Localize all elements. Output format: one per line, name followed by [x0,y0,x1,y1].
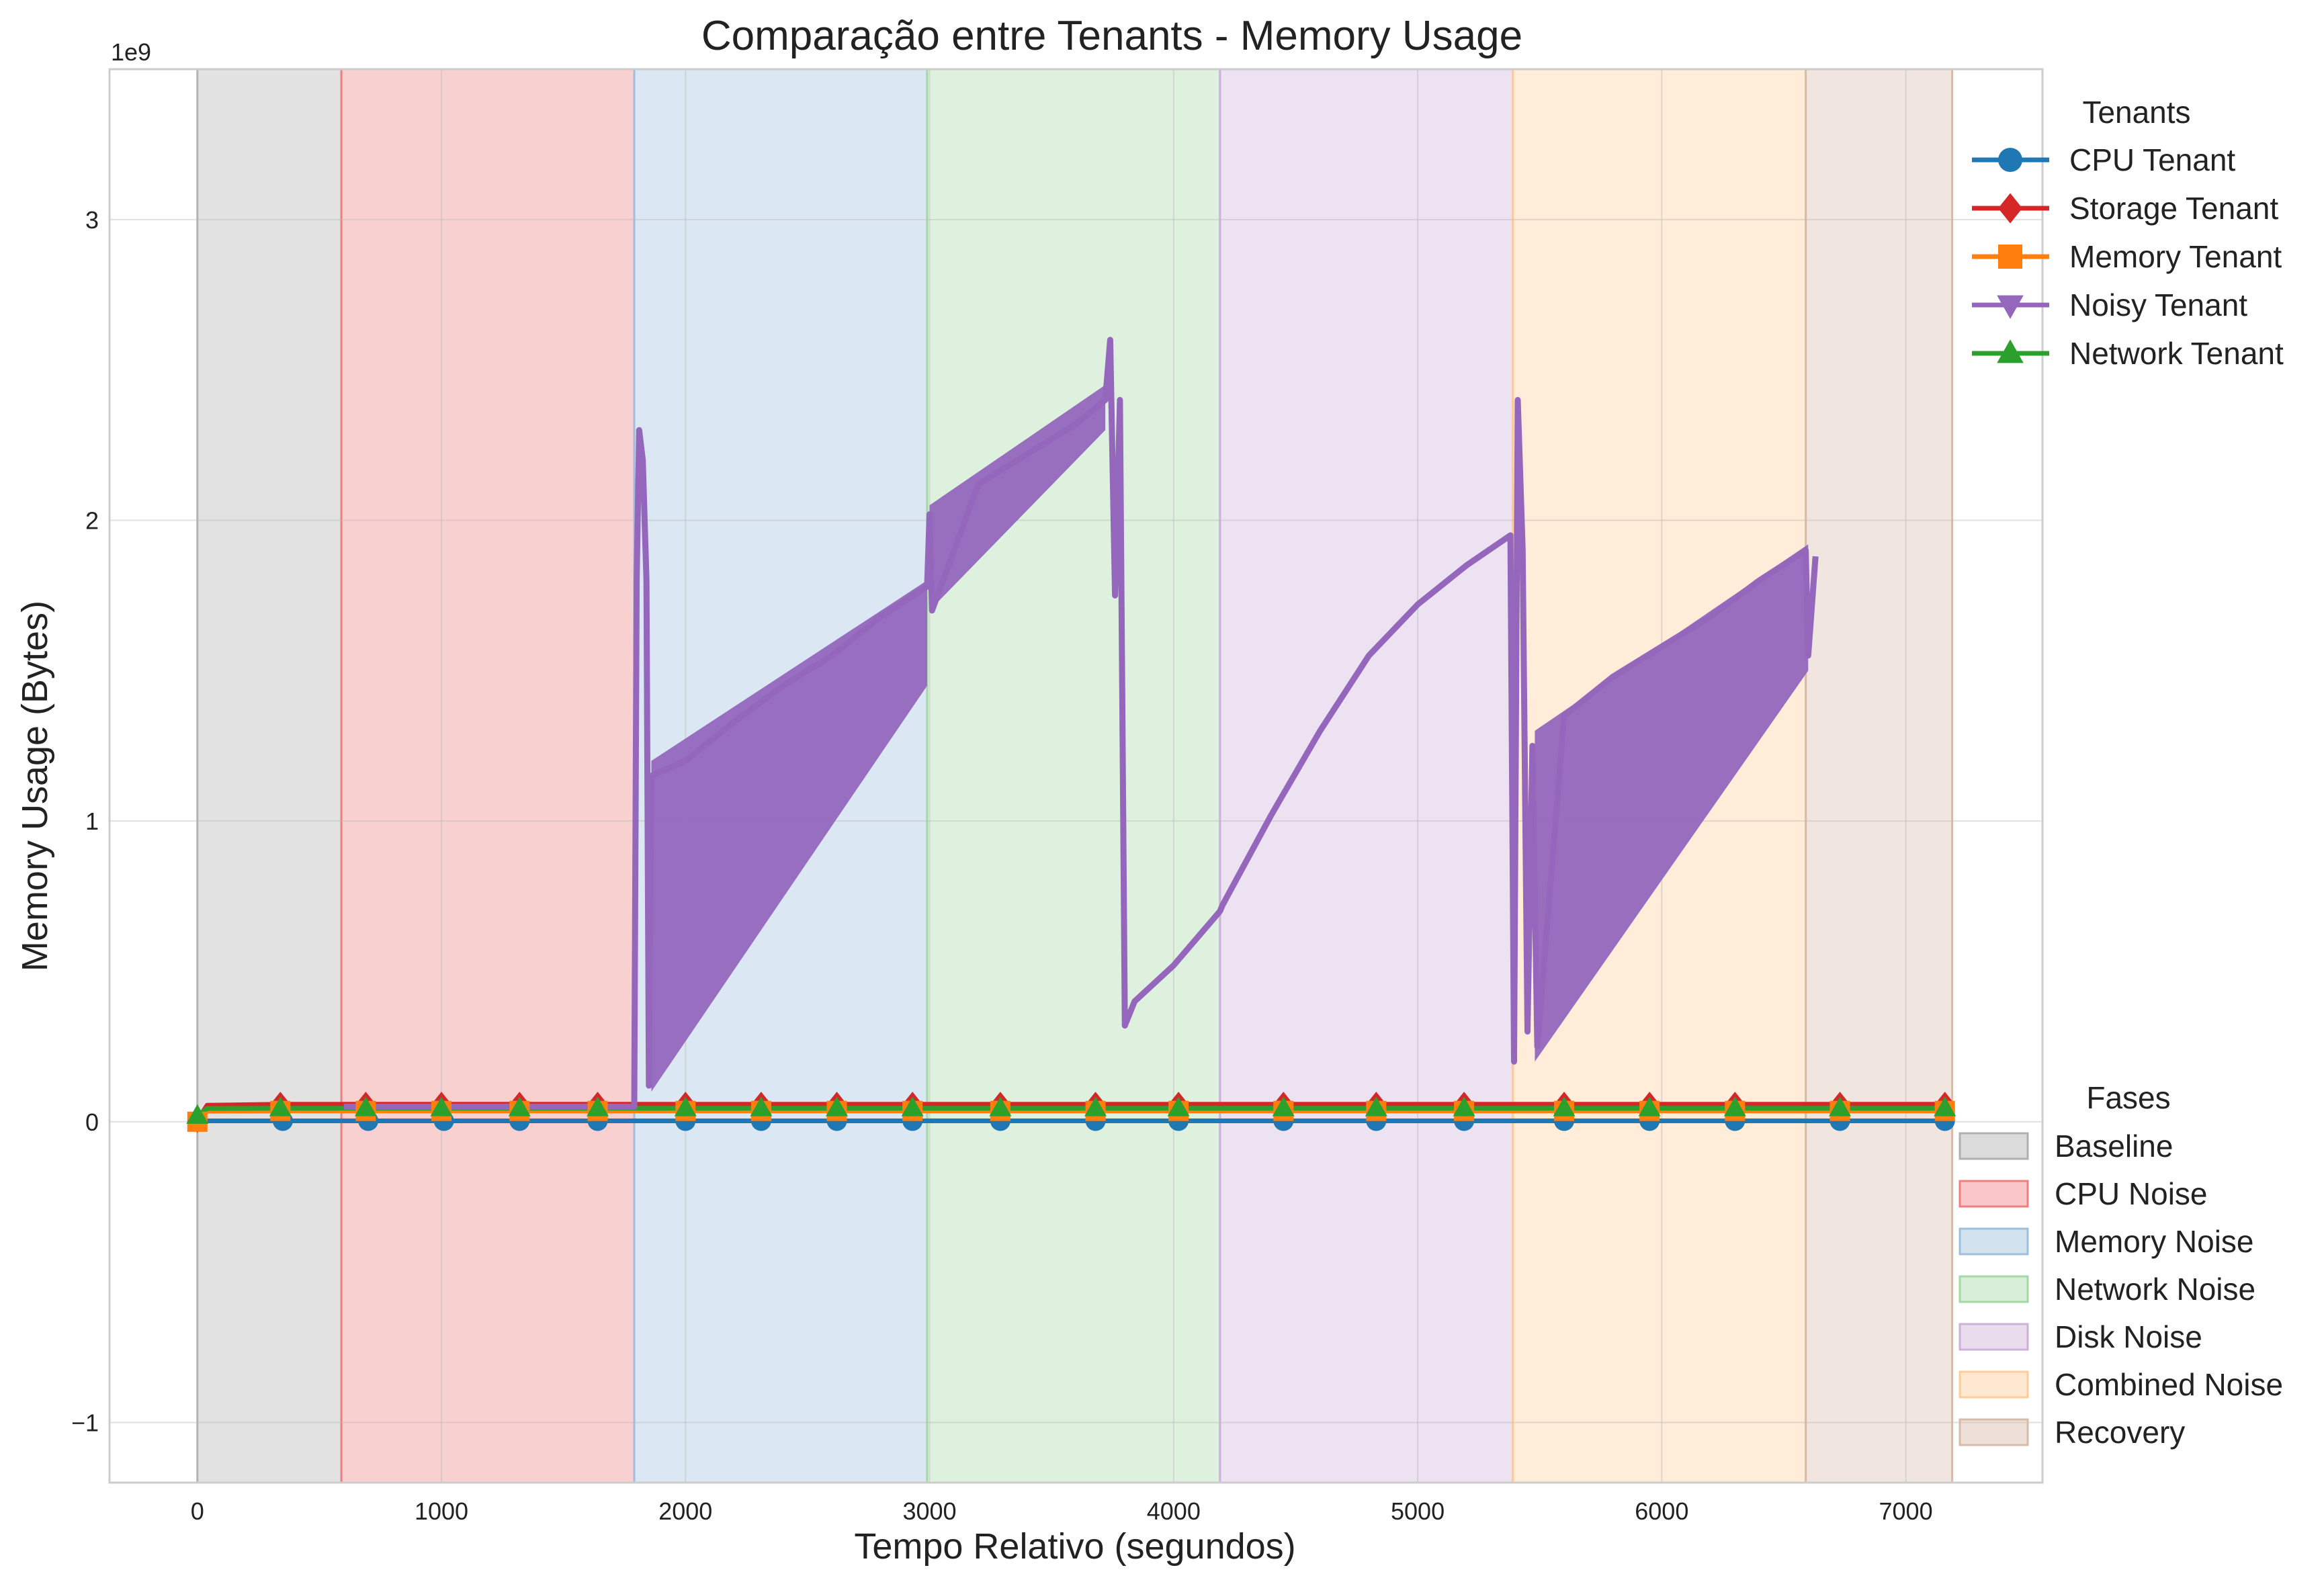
x-axis-ticks: 0 1000 2000 3000 4000 5000 6000 7000 [191,1497,1933,1525]
data-point-network-tenant [430,1096,453,1116]
noisy-oscillation-band-3 [1535,544,1809,1062]
legend-label-disk-noise: Disk Noise [2055,1319,2202,1354]
data-point-network-tenant [269,1096,292,1116]
y-tick-label: 2 [85,507,99,534]
legend-swatch-cpu-noise [1959,1180,2029,1208]
legend-label-combined-noise: Combined Noise [2055,1367,2283,1402]
data-point-network-tenant [1453,1096,1475,1116]
data-point-network-tenant [826,1096,849,1116]
data-point-network-tenant [1084,1096,1107,1116]
phases-legend-title: Fases [2086,1080,2170,1115]
legend-marker-memory-tenant [1998,245,2022,269]
legend-label-network-noise: Network Noise [2055,1272,2255,1307]
legend-swatch-memory-noise [1959,1227,2029,1256]
data-point-network-tenant [989,1096,1012,1116]
legend-label-noisy-tenant: Noisy Tenant [2069,288,2247,322]
data-point-network-tenant [1553,1096,1576,1116]
y-tick-label: −1 [71,1409,99,1436]
data-point-network-tenant [1723,1096,1746,1116]
x-tick-label: 6000 [1635,1497,1688,1525]
series-line-noisy-tenant [343,337,1819,1110]
series-line-memory-tenant [196,1108,1945,1124]
x-tick-label: 3000 [902,1497,956,1525]
legend-label-cpu-noise: CPU Noise [2055,1176,2208,1211]
phase-band-network-noise [926,68,1221,1484]
x-tick-label: 1000 [415,1497,468,1525]
x-tick-label: 0 [191,1497,204,1525]
data-point-network-tenant [1272,1096,1295,1116]
y-axis-ticks: −1 0 1 2 3 [71,206,99,1437]
phase-band-cpu-noise [340,68,636,1484]
legend-label-memory-noise: Memory Noise [2055,1224,2254,1259]
y-offset-label: 1e9 [111,38,151,66]
phases-legend: Fases Baseline CPU Noise Memory Noise Netwo… [1959,1080,2283,1450]
x-tick-label: 4000 [1147,1497,1201,1525]
data-point-network-tenant [1934,1096,1956,1116]
x-tick-label: 7000 [1879,1497,1933,1525]
plot-frame [108,68,2044,1484]
noisy-tenant-oscillation [651,385,1809,1092]
data-point-network-tenant [354,1096,377,1116]
phase-band-baseline [196,68,343,1484]
x-tick-label: 5000 [1391,1497,1445,1525]
y-tick-label: 0 [85,1108,99,1136]
legend-marker-storage-tenant [1998,193,2022,224]
data-point-network-tenant [1167,1096,1190,1116]
legend-marker-cpu-tenant [1998,148,2022,172]
grid-lines [110,69,2042,1483]
data-point-network-tenant [750,1096,773,1116]
x-tick-label: 2000 [658,1497,712,1525]
data-point-network-tenant [674,1096,697,1116]
series-lines [195,337,1945,1124]
legend-label-memory-tenant: Memory Tenant [2069,239,2282,274]
legend-label-baseline: Baseline [2055,1129,2173,1164]
phase-band-disk-noise [1219,68,1514,1484]
legend-swatch-combined-noise [1959,1370,2029,1399]
x-axis-label: Tempo Relativo (segundos) [854,1526,1295,1567]
legend-swatch-network-noise [1959,1275,2029,1303]
y-axis-label: Memory Usage (Bytes) [15,601,55,971]
data-point-network-tenant [1365,1096,1387,1116]
noisy-oscillation-band-2 [929,385,1106,611]
y-tick-label: 3 [85,206,99,234]
series-markers [186,1092,1956,1133]
noisy-oscillation-band-1 [651,580,927,1092]
data-point-network-tenant [587,1096,609,1116]
legend-label-storage-tenant: Storage Tenant [2069,191,2278,226]
data-point-network-tenant [186,1104,209,1124]
data-point-network-tenant [508,1096,531,1116]
chart-title: Comparação entre Tenants - Memory Usage [701,13,1522,59]
tenants-legend: Tenants CPU Tenant Storage Tenant Memory T… [1972,95,2284,371]
legend-swatch-recovery [1959,1418,2029,1446]
phase-band-recovery [1805,68,1954,1484]
legend-label-recovery: Recovery [2055,1415,2185,1450]
data-point-network-tenant [1638,1096,1661,1116]
y-tick-label: 1 [85,807,99,835]
legend-swatch-disk-noise [1959,1323,2029,1351]
legend-swatch-baseline [1959,1132,2029,1160]
legend-marker-noisy-tenant [1997,295,2024,319]
tenants-legend-title: Tenants [2082,95,2190,130]
legend-label-cpu-tenant: CPU Tenant [2069,142,2235,177]
legend-marker-network-tenant [1997,339,2024,363]
data-point-network-tenant [1828,1096,1851,1116]
data-point-network-tenant [901,1096,924,1116]
legend-label-network-tenant: Network Tenant [2069,336,2284,371]
